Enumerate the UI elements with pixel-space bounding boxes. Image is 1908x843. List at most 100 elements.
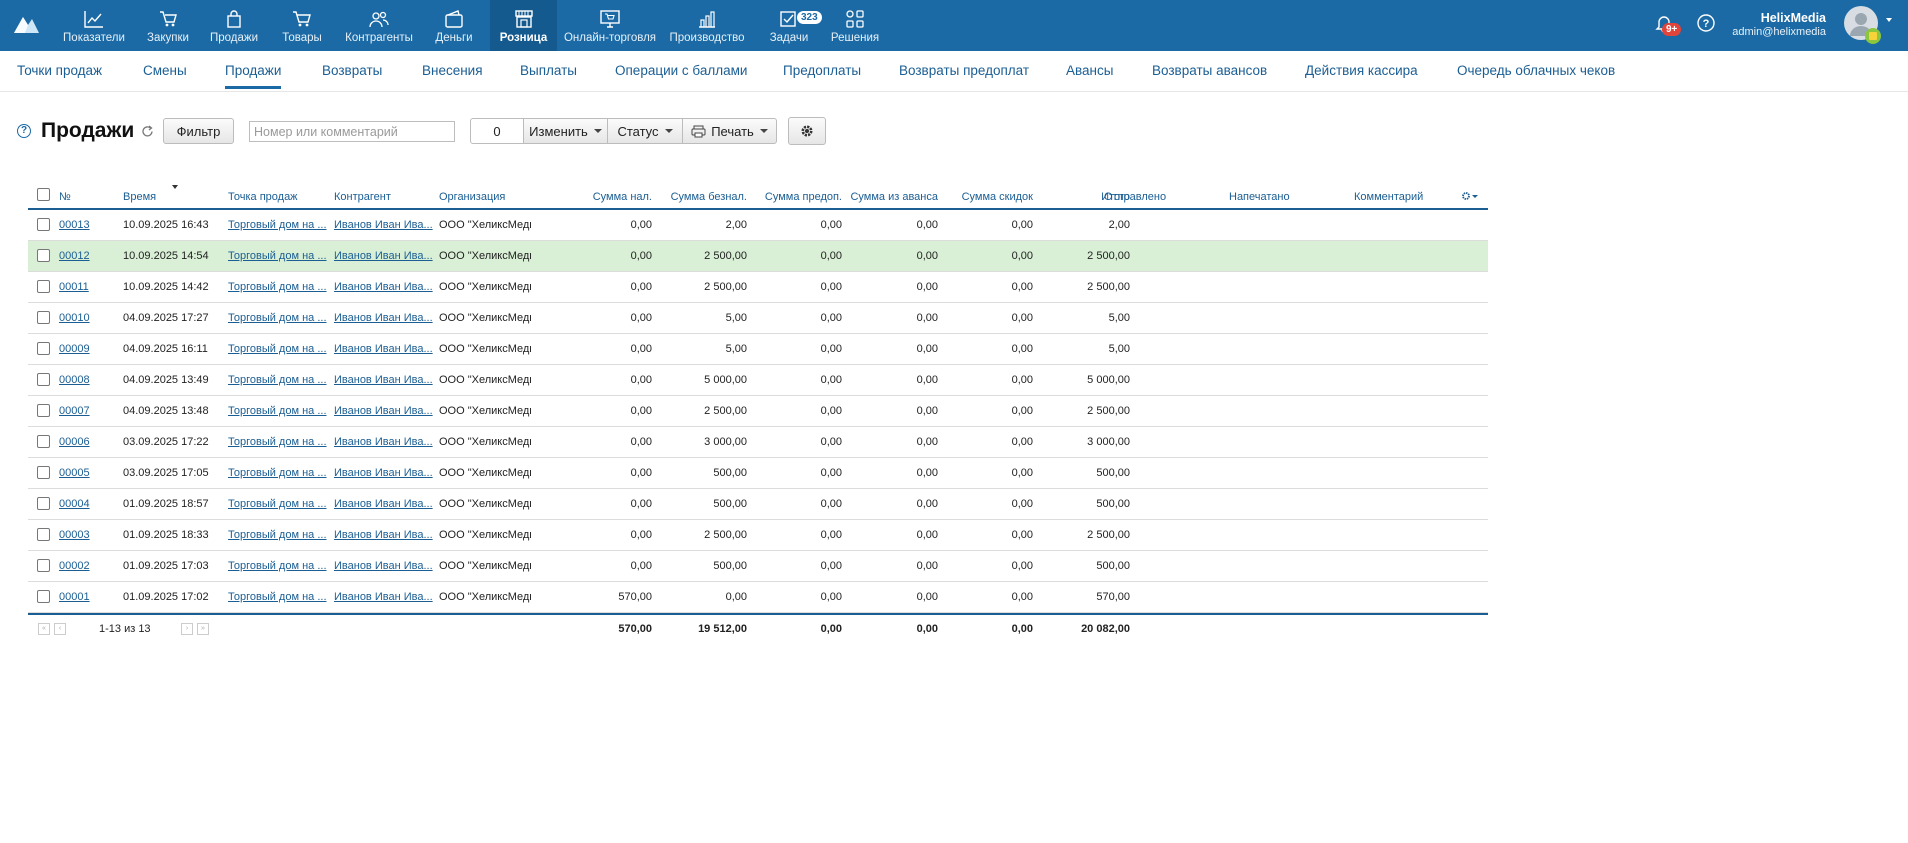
nav-item-retail[interactable]: Розница bbox=[490, 0, 557, 51]
help-icon[interactable]: ? bbox=[1696, 13, 1716, 33]
contractor-link[interactable]: Иванов Иван Ива... bbox=[334, 529, 433, 541]
column-header-contractor[interactable]: Контрагент bbox=[334, 191, 391, 203]
column-header-discount[interactable]: Сумма скидок bbox=[961, 191, 1033, 203]
sale-number-link[interactable]: 00013 bbox=[59, 219, 90, 231]
contractor-link[interactable]: Иванов Иван Ива... bbox=[334, 374, 433, 386]
avatar[interactable] bbox=[1843, 5, 1885, 47]
table-row[interactable]: 00005 03.09.2025 17:05 Торговый дом на ...… bbox=[28, 458, 1488, 489]
point-of-sale-link[interactable]: Торговый дом на ... bbox=[228, 405, 327, 417]
sale-number-link[interactable]: 00007 bbox=[59, 405, 90, 417]
sale-number-link[interactable]: 00006 bbox=[59, 436, 90, 448]
tab-payouts[interactable]: Выплаты bbox=[520, 63, 577, 78]
refresh-icon[interactable] bbox=[141, 125, 154, 138]
sale-number-link[interactable]: 00001 bbox=[59, 591, 90, 603]
sale-number-link[interactable]: 00002 bbox=[59, 560, 90, 572]
tab-advances[interactable]: Авансы bbox=[1066, 63, 1114, 78]
table-row[interactable]: 00013 10.09.2025 16:43 Торговый дом на ...… bbox=[28, 210, 1488, 241]
sale-number-link[interactable]: 00011 bbox=[59, 281, 89, 293]
contractor-link[interactable]: Иванов Иван Ива... bbox=[334, 250, 433, 262]
point-of-sale-link[interactable]: Торговый дом на ... bbox=[228, 250, 327, 262]
settings-button[interactable] bbox=[788, 117, 826, 145]
table-row[interactable]: 00012 10.09.2025 14:54 Торговый дом на ...… bbox=[28, 241, 1488, 272]
nav-item-tasks[interactable]: Задачи bbox=[764, 0, 814, 51]
contractor-link[interactable]: Иванов Иван Ива... bbox=[334, 343, 433, 355]
select-all-checkbox[interactable] bbox=[37, 188, 50, 201]
nav-item-indicators[interactable]: Показатели bbox=[58, 0, 130, 51]
table-row[interactable]: 00009 04.09.2025 16:11 Торговый дом на ...… bbox=[28, 334, 1488, 365]
row-checkbox[interactable] bbox=[37, 404, 50, 417]
tab-points-operations[interactable]: Операции с баллами bbox=[615, 63, 748, 78]
column-header-time[interactable]: Время bbox=[123, 191, 157, 203]
row-checkbox[interactable] bbox=[37, 590, 50, 603]
user-name[interactable]: HelixMedia bbox=[1760, 11, 1826, 25]
nav-item-sales[interactable]: Продажи bbox=[206, 0, 262, 51]
column-settings-icon[interactable] bbox=[1461, 191, 1479, 201]
contractor-link[interactable]: Иванов Иван Ива... bbox=[334, 219, 433, 231]
column-header-organization[interactable]: Организация bbox=[439, 191, 506, 203]
sale-number-link[interactable]: 00005 bbox=[59, 467, 90, 479]
change-dropdown-button[interactable]: Изменить bbox=[523, 118, 608, 144]
point-of-sale-link[interactable]: Торговый дом на ... bbox=[228, 281, 327, 293]
point-of-sale-link[interactable]: Торговый дом на ... bbox=[228, 591, 327, 603]
table-row[interactable]: 00004 01.09.2025 18:57 Торговый дом на ...… bbox=[28, 489, 1488, 520]
nav-item-goods[interactable]: Товары bbox=[276, 0, 328, 51]
tab-points-of-sale[interactable]: Точки продаж bbox=[17, 63, 103, 78]
filter-button[interactable]: Фильтр bbox=[163, 118, 234, 144]
point-of-sale-link[interactable]: Торговый дом на ... bbox=[228, 529, 327, 541]
column-header-advance[interactable]: Сумма из аванса bbox=[850, 191, 938, 203]
tab-advance-returns[interactable]: Возвраты авансов bbox=[1152, 63, 1268, 78]
row-checkbox[interactable] bbox=[37, 373, 50, 386]
last-page-icon[interactable]: » bbox=[197, 623, 209, 635]
contractor-link[interactable]: Иванов Иван Ива... bbox=[334, 405, 433, 417]
point-of-sale-link[interactable]: Торговый дом на ... bbox=[228, 436, 327, 448]
row-checkbox[interactable] bbox=[37, 249, 50, 262]
row-checkbox[interactable] bbox=[37, 218, 50, 231]
contractor-link[interactable]: Иванов Иван Ива... bbox=[334, 312, 433, 324]
row-checkbox[interactable] bbox=[37, 311, 50, 324]
row-checkbox[interactable] bbox=[37, 280, 50, 293]
point-of-sale-link[interactable]: Торговый дом на ... bbox=[228, 343, 327, 355]
sale-number-link[interactable]: 00003 bbox=[59, 529, 90, 541]
column-header-point[interactable]: Точка продаж bbox=[228, 191, 298, 203]
tab-shifts[interactable]: Смены bbox=[143, 63, 187, 78]
prev-page-icon[interactable]: ‹ bbox=[54, 623, 66, 635]
tab-cashier-actions[interactable]: Действия кассира bbox=[1305, 63, 1418, 78]
point-of-sale-link[interactable]: Торговый дом на ... bbox=[228, 312, 327, 324]
column-header-number[interactable]: № bbox=[59, 191, 71, 203]
table-row[interactable]: 00008 04.09.2025 13:49 Торговый дом на ...… bbox=[28, 365, 1488, 396]
app-logo-icon[interactable] bbox=[12, 11, 40, 35]
search-input[interactable] bbox=[249, 121, 455, 142]
point-of-sale-link[interactable]: Торговый дом на ... bbox=[228, 498, 327, 510]
column-header-prepaid[interactable]: Сумма предоп. bbox=[764, 191, 842, 203]
column-header-comment[interactable]: Комментарий bbox=[1354, 191, 1424, 203]
sale-number-link[interactable]: 00004 bbox=[59, 498, 90, 510]
nav-item-contractors[interactable]: Контрагенты bbox=[340, 0, 418, 51]
row-checkbox[interactable] bbox=[37, 466, 50, 479]
nav-item-online-trade[interactable]: Онлайн-торговля bbox=[562, 0, 658, 51]
row-checkbox[interactable] bbox=[37, 435, 50, 448]
point-of-sale-link[interactable]: Торговый дом на ... bbox=[228, 560, 327, 572]
row-checkbox[interactable] bbox=[37, 559, 50, 572]
nav-item-production[interactable]: Производство bbox=[666, 0, 748, 51]
contractor-link[interactable]: Иванов Иван Ива... bbox=[334, 560, 433, 572]
user-menu-caret-icon[interactable] bbox=[1886, 18, 1892, 22]
point-of-sale-link[interactable]: Торговый дом на ... bbox=[228, 467, 327, 479]
column-header-cash[interactable]: Сумма нал. bbox=[592, 191, 652, 203]
column-header-sent[interactable]: Отправлено bbox=[1104, 191, 1167, 203]
status-dropdown-button[interactable]: Статус bbox=[607, 118, 683, 144]
point-of-sale-link[interactable]: Торговый дом на ... bbox=[228, 374, 327, 386]
sale-number-link[interactable]: 00008 bbox=[59, 374, 90, 386]
table-row[interactable]: 00001 01.09.2025 17:02 Торговый дом на ...… bbox=[28, 582, 1488, 613]
nav-item-money[interactable]: Деньги bbox=[428, 0, 480, 51]
point-of-sale-link[interactable]: Торговый дом на ... bbox=[228, 219, 327, 231]
row-checkbox[interactable] bbox=[37, 528, 50, 541]
row-checkbox[interactable] bbox=[37, 497, 50, 510]
tab-sales[interactable]: Продажи bbox=[225, 63, 282, 89]
table-row[interactable]: 00002 01.09.2025 17:03 Торговый дом на ...… bbox=[28, 551, 1488, 582]
table-row[interactable]: 00011 10.09.2025 14:42 Торговый дом на ...… bbox=[28, 272, 1488, 303]
contractor-link[interactable]: Иванов Иван Ива... bbox=[334, 591, 433, 603]
column-header-noncash[interactable]: Сумма безнал. bbox=[670, 191, 747, 203]
table-row[interactable]: 00003 01.09.2025 18:33 Торговый дом на ...… bbox=[28, 520, 1488, 551]
page-help-icon[interactable]: ? bbox=[17, 124, 31, 138]
sale-number-link[interactable]: 00009 bbox=[59, 343, 90, 355]
